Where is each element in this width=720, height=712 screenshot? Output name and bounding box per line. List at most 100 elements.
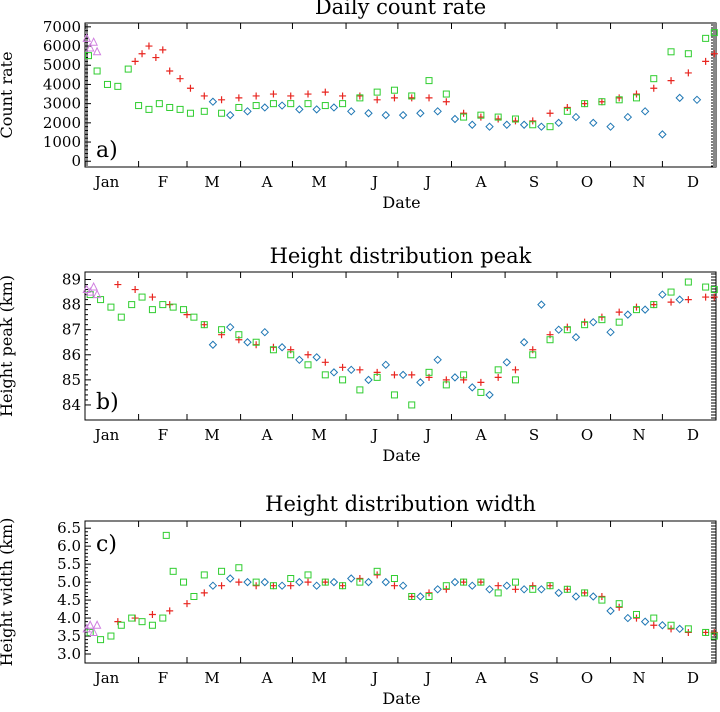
x-tick-label: S	[529, 173, 539, 191]
point-diamond	[468, 120, 477, 129]
y-tick-label: 7000	[43, 18, 81, 36]
point-square	[702, 628, 710, 636]
point-diamond	[347, 107, 356, 116]
series-plus	[131, 42, 718, 125]
point-square	[138, 293, 146, 301]
point-square	[169, 567, 177, 575]
point-diamond	[208, 581, 218, 590]
point-plus	[494, 582, 502, 590]
point-square	[650, 75, 658, 83]
point-plus	[710, 293, 718, 301]
point-diamond	[519, 338, 529, 347]
panel-label: b)	[96, 390, 119, 415]
point-plus	[460, 578, 468, 586]
point-diamond	[416, 592, 425, 601]
x-tick-label: A	[475, 426, 487, 444]
point-diamond	[450, 577, 460, 587]
point-square	[269, 100, 277, 108]
plot-frame	[84, 271, 717, 421]
point-diamond	[450, 373, 460, 382]
point-plus	[598, 98, 606, 106]
point-triangle	[89, 627, 98, 636]
point-square	[529, 585, 537, 593]
y-tick-label: 1000	[43, 133, 81, 151]
point-diamond	[485, 585, 494, 594]
point-plus	[373, 96, 381, 104]
point-diamond	[692, 95, 702, 105]
point-diamond	[640, 107, 650, 116]
point-plus	[200, 321, 208, 329]
point-diamond	[502, 120, 512, 129]
point-plus	[529, 117, 537, 125]
y-axis-label: Count rate	[0, 51, 16, 138]
point-square	[169, 303, 177, 311]
point-plus	[252, 92, 260, 100]
point-square	[632, 306, 640, 314]
point-square	[356, 386, 364, 394]
point-square	[563, 107, 571, 115]
point-diamond	[623, 613, 633, 623]
point-square	[252, 578, 260, 586]
right-axis-ticks	[711, 522, 716, 662]
y-tick-label: 2000	[43, 114, 81, 132]
point-square	[373, 88, 381, 96]
y-tick-label: 3.0	[57, 645, 81, 663]
point-diamond	[277, 343, 287, 352]
point-square	[180, 578, 188, 586]
point-diamond	[364, 109, 373, 118]
x-tick-label: O	[581, 426, 593, 444]
x-tick-label: M	[311, 426, 326, 444]
series-triangle	[82, 281, 102, 299]
point-diamond	[450, 114, 460, 124]
point-square	[107, 632, 115, 640]
point-diamond	[468, 383, 477, 392]
point-square	[442, 582, 450, 590]
point-plus	[563, 585, 571, 593]
point-plus	[684, 628, 692, 636]
point-square	[546, 582, 554, 590]
point-square	[598, 596, 606, 604]
y-tick-label: 5000	[43, 56, 81, 74]
point-diamond	[606, 122, 615, 131]
point-diamond	[623, 112, 633, 122]
y-tick-label: 6.5	[57, 519, 81, 537]
y-tick-label: 5.5	[57, 555, 81, 573]
point-plus	[304, 90, 312, 98]
point-square	[162, 531, 170, 539]
point-square	[287, 100, 295, 108]
x-tick-label: J	[423, 669, 431, 687]
x-axis-label: Date	[382, 446, 420, 465]
point-diamond	[485, 122, 494, 131]
point-square	[235, 331, 243, 339]
point-square	[117, 621, 125, 629]
point-square	[339, 376, 347, 384]
panel-title: Height distribution peak	[270, 244, 532, 268]
point-triangle	[85, 620, 95, 629]
point-plus	[581, 589, 589, 597]
point-square	[155, 100, 163, 108]
x-tick-label: M	[204, 426, 219, 444]
point-plus	[269, 582, 277, 590]
point-plus	[339, 92, 347, 100]
y-axis-label: Height width (km)	[0, 518, 16, 667]
x-tick-label: D	[687, 173, 699, 191]
point-diamond	[364, 577, 373, 587]
point-plus	[218, 96, 226, 104]
right-axis-ticks	[711, 273, 716, 419]
point-plus	[650, 301, 658, 309]
point-diamond	[381, 360, 391, 370]
y-axis-label: Height peak (km)	[0, 275, 16, 417]
point-diamond	[312, 581, 321, 590]
point-plus	[615, 603, 623, 611]
point-square	[190, 313, 198, 321]
point-square	[425, 592, 433, 600]
point-diamond	[295, 577, 304, 587]
point-diamond	[381, 577, 391, 587]
point-plus	[321, 358, 329, 366]
point-plus	[235, 94, 243, 102]
x-tick-label: S	[529, 669, 539, 687]
point-triangle	[92, 46, 102, 56]
point-diamond	[623, 310, 633, 319]
x-tick-label: J	[423, 173, 431, 191]
point-square	[442, 90, 450, 98]
